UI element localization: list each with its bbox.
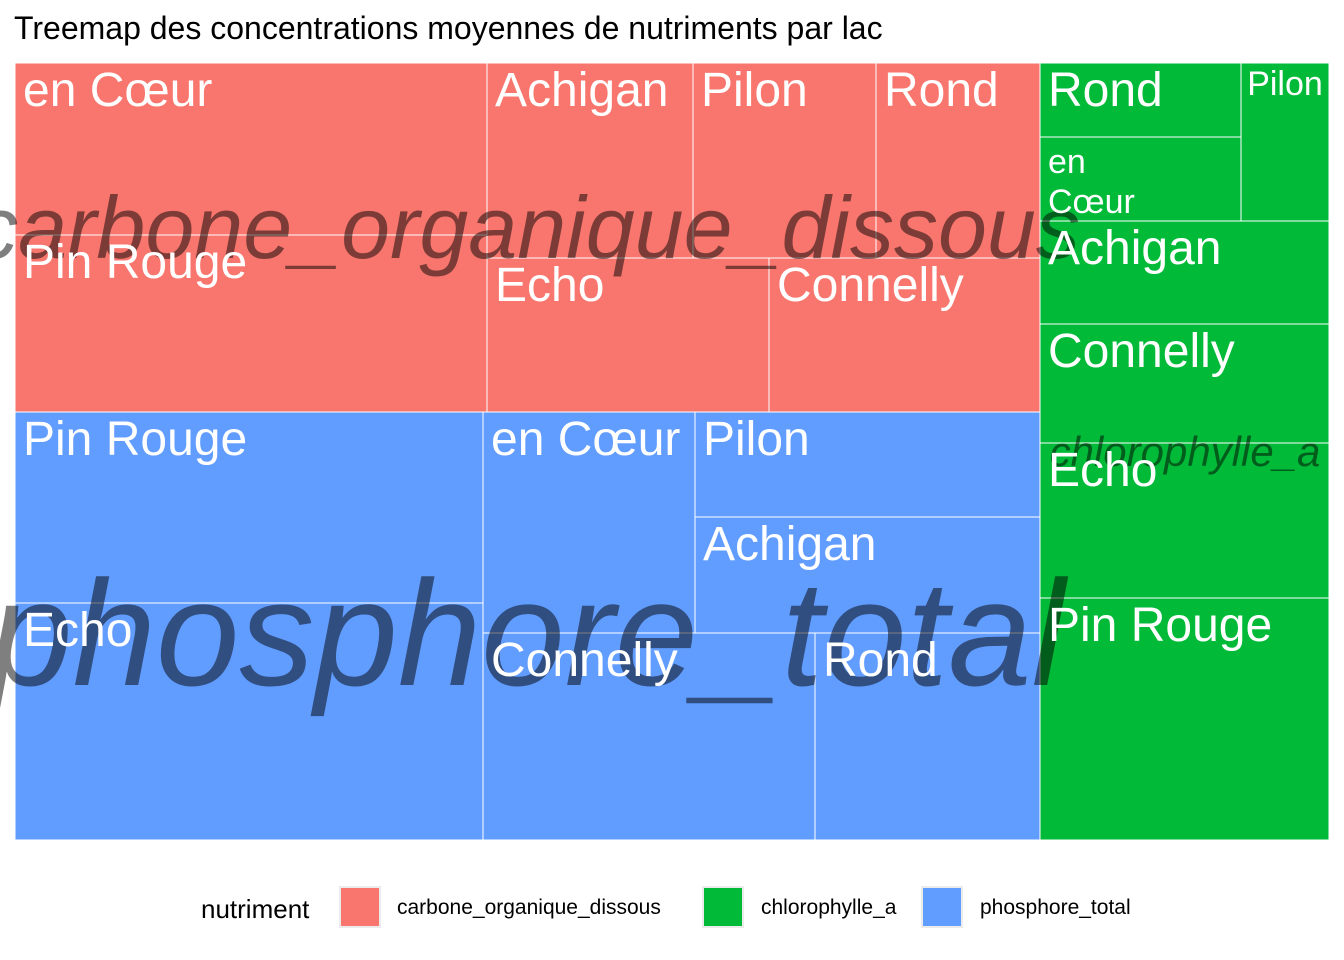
tile-phosphore-total-en-coeur	[482, 411, 696, 634]
leaf-label-phosphore-total-achigan: Achigan	[703, 518, 876, 571]
tile-chlorophylle-a-pin-rouge	[1039, 597, 1330, 841]
group-label-carbone-organique-dissous: carbone_organique_dissous	[0, 178, 1080, 277]
tile-carbone-organique-dissous-achigan	[486, 62, 694, 259]
tile-chlorophylle-a-echo	[1039, 442, 1330, 599]
leaf-label-chlorophylle-a-echo: Echo	[1048, 444, 1157, 497]
leaf-label-phosphore-total-pilon: Pilon	[703, 413, 810, 466]
legend-title: nutriment	[201, 894, 310, 924]
legend-key-phosphore	[921, 886, 963, 928]
tile-carbone-organique-dissous-connelly	[768, 257, 1041, 413]
group-label-chlorophylle-a: chlorophylle_a	[1050, 428, 1321, 475]
leaf-label-chlorophylle-a-pilon: Pilon	[1247, 65, 1323, 103]
legend-label-phosphore: phosphore_total	[980, 896, 1131, 919]
tile-chlorophylle-a-rond	[1039, 62, 1242, 138]
treemap-chart: carbone_organique_dissous chlorophylle_ap…	[0, 62, 1330, 841]
tile-chlorophylle-a-connelly	[1039, 323, 1330, 444]
leaf-label-carbone-organique-dissous-connelly: Connelly	[777, 259, 964, 312]
tile-phosphore-total-pilon	[694, 411, 1041, 518]
leaf-label-phosphore-total-rond: Rond	[823, 634, 938, 687]
leaf-label-carbone-organique-dissous-rond: Rond	[884, 64, 999, 117]
leaf-label-chlorophylle-a-connelly: Connelly	[1048, 325, 1235, 378]
leaf-label-phosphore-total-connelly: Connelly	[491, 634, 678, 687]
legend-key-chlorophylle	[702, 886, 744, 928]
legend: nutriment carbone_organique_dissous chlo…	[0, 882, 1344, 934]
leaf-label-chlorophylle-a-achigan: Achigan	[1048, 222, 1221, 275]
legend-label-carbone: carbone_organique_dissous	[397, 896, 661, 919]
leaf-label-phosphore-total-echo: Echo	[23, 604, 132, 657]
tile-phosphore-total-connelly	[482, 632, 816, 841]
leaf-label-chlorophylle-a-en-coeur: en Cœur	[1048, 143, 1135, 221]
tile-carbone-organique-dissous-en-coeur	[14, 62, 488, 236]
leaf-label-phosphore-total-pin-rouge: Pin Rouge	[23, 413, 247, 466]
tile-phosphore-total-rond	[814, 632, 1041, 841]
leaf-label-carbone-organique-dissous-pilon: Pilon	[701, 64, 808, 117]
leaf-label-chlorophylle-a-rond: Rond	[1048, 64, 1163, 117]
tile-carbone-organique-dissous-echo	[486, 257, 770, 413]
legend-key-carbone	[339, 886, 381, 928]
leaf-label-phosphore-total-en-coeur: en Cœur	[491, 413, 680, 466]
legend-label-chlorophylle: chlorophylle_a	[761, 896, 897, 919]
tile-phosphore-total-achigan	[694, 516, 1041, 634]
tile-chlorophylle-a-pilon	[1240, 62, 1330, 222]
tile-carbone-organique-dissous-pilon	[692, 62, 877, 259]
leaf-label-carbone-organique-dissous-echo: Echo	[495, 259, 604, 312]
leaf-label-chlorophylle-a-pin-rouge: Pin Rouge	[1048, 599, 1272, 652]
leaf-label-carbone-organique-dissous-en-coeur: en Cœur	[23, 64, 212, 117]
leaf-label-carbone-organique-dissous-achigan: Achigan	[495, 64, 668, 117]
chart-title: Treemap des concentrations moyennes de n…	[14, 10, 883, 46]
group-label-phosphore-total: phosphore_total	[0, 549, 1069, 717]
leaf-label-carbone-organique-dissous-pin-rouge: Pin Rouge	[23, 236, 247, 289]
tile-carbone-organique-dissous-rond	[875, 62, 1041, 259]
tile-chlorophylle-a-achigan	[1039, 220, 1330, 325]
